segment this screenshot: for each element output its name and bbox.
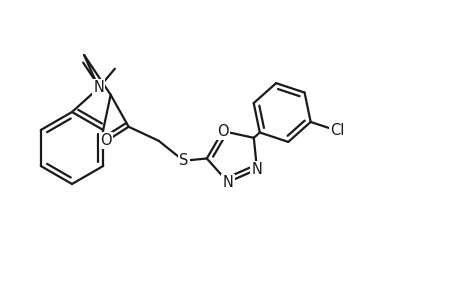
Text: S: S	[179, 153, 188, 168]
Text: O: O	[100, 133, 111, 148]
Text: N: N	[251, 162, 262, 177]
Text: N: N	[222, 175, 233, 190]
Text: O: O	[217, 124, 228, 139]
Text: N: N	[93, 80, 104, 95]
Text: Cl: Cl	[330, 123, 344, 138]
